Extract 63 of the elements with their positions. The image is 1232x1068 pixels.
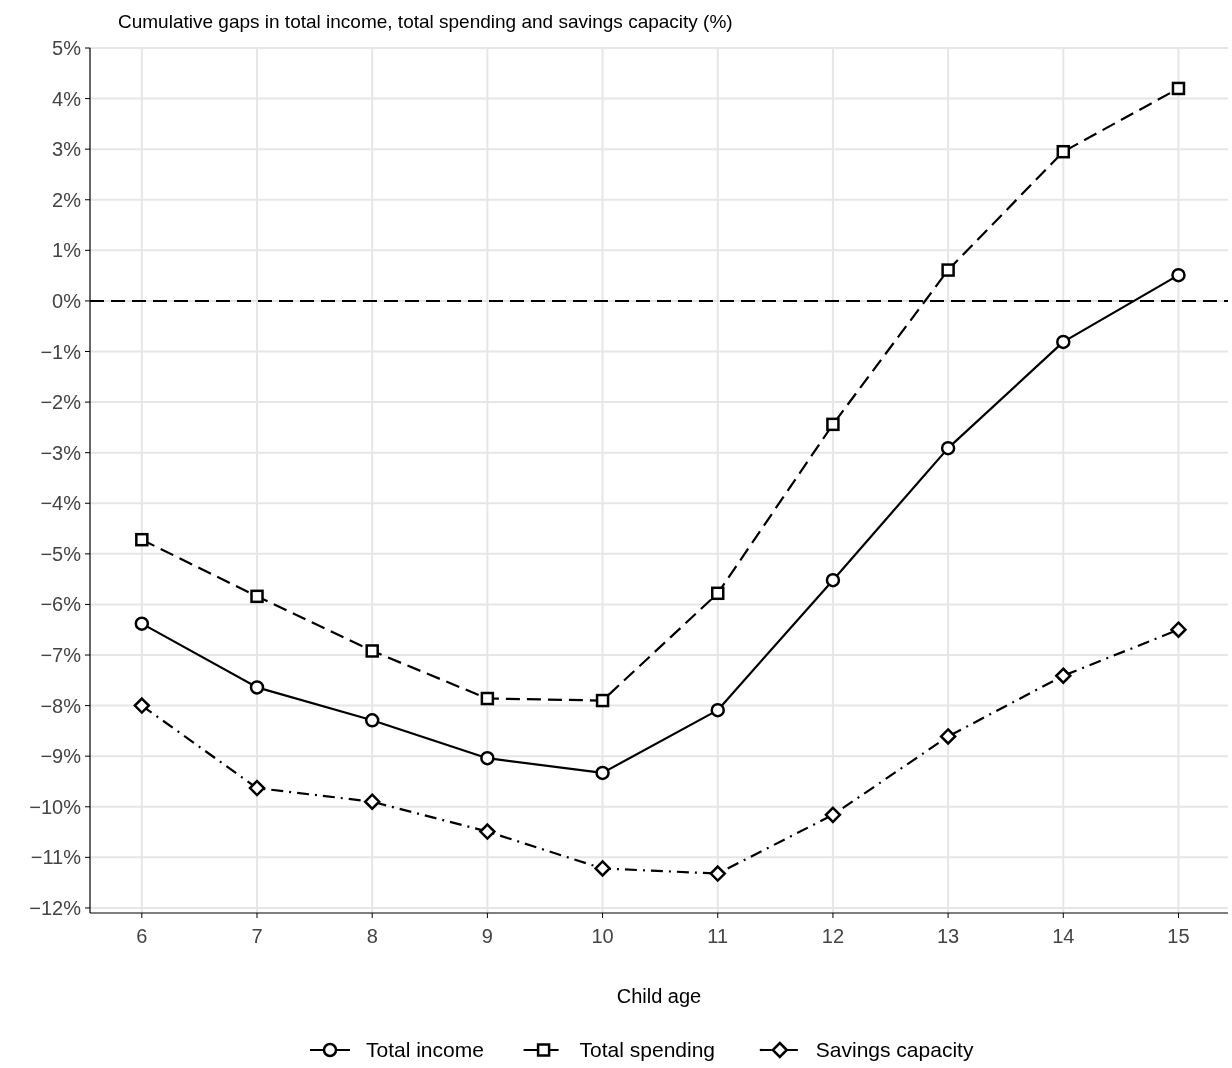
x-tick-label: 15	[1167, 925, 1190, 947]
point	[940, 440, 956, 456]
y-tick-label: 5%	[52, 37, 82, 59]
point	[480, 750, 495, 766]
x-tick-label: 9	[481, 925, 493, 947]
y-tick-label: −6%	[40, 593, 82, 616]
x-tick-label: 14	[1052, 925, 1075, 947]
point	[363, 793, 381, 810]
x-tick-label: 10	[591, 925, 614, 947]
point	[249, 680, 265, 695]
point	[1055, 667, 1072, 685]
y-tick-label: −7%	[40, 644, 82, 667]
y-tick-label: −11%	[30, 846, 82, 869]
y-tick-label: −12%	[29, 896, 82, 919]
y-tick-label: 4%	[52, 87, 82, 110]
point	[134, 616, 150, 631]
point	[1056, 144, 1071, 159]
point	[479, 823, 496, 840]
point	[826, 417, 840, 432]
y-tick-label: 3%	[52, 138, 82, 161]
y-tick-label: 0%	[52, 289, 82, 312]
point	[1171, 267, 1186, 283]
point	[248, 779, 266, 797]
point	[480, 691, 495, 706]
x-axis-title: Child age	[616, 985, 702, 1007]
point	[1171, 81, 1186, 96]
point	[365, 644, 379, 658]
point	[364, 713, 380, 728]
point	[135, 532, 149, 547]
x-tick-label: 11	[707, 925, 729, 947]
y-tick-label: −2%	[40, 391, 82, 414]
point	[1170, 621, 1187, 638]
y-tick-label: −3%	[40, 441, 82, 464]
x-tick-label: 13	[936, 925, 960, 947]
point	[709, 865, 726, 882]
x-tick-label: 8	[366, 925, 378, 947]
y-tick-label: −4%	[40, 492, 82, 515]
point	[825, 572, 841, 588]
point	[133, 697, 151, 714]
legend-label: Total spending	[579, 1038, 716, 1062]
point	[939, 728, 957, 745]
point	[250, 589, 264, 604]
x-tick-label: 7	[251, 925, 263, 947]
x-tick-label: 12	[821, 925, 845, 947]
y-tick-label: −8%	[40, 694, 82, 717]
point	[941, 263, 955, 277]
y-tick-label: 1%	[52, 239, 82, 262]
point	[595, 693, 610, 708]
y-axis-title: Cumulative gaps in total income, total spending and savings capacity (%)	[118, 11, 733, 32]
y-tick-label: −1%	[40, 340, 82, 363]
y-tick-label: −9%	[40, 745, 82, 768]
y-tick-label: −5%	[40, 542, 82, 565]
point	[1056, 334, 1071, 350]
point	[594, 860, 611, 877]
y-tick-label: −10%	[29, 795, 82, 818]
x-tick-label: 6	[136, 925, 148, 947]
point	[710, 702, 725, 718]
legend-label: Savings capacity	[815, 1038, 974, 1062]
point	[595, 765, 610, 781]
legend-label: Total income	[366, 1038, 484, 1062]
point	[710, 586, 725, 601]
y-tick-label: 2%	[52, 188, 82, 211]
point	[824, 806, 842, 824]
